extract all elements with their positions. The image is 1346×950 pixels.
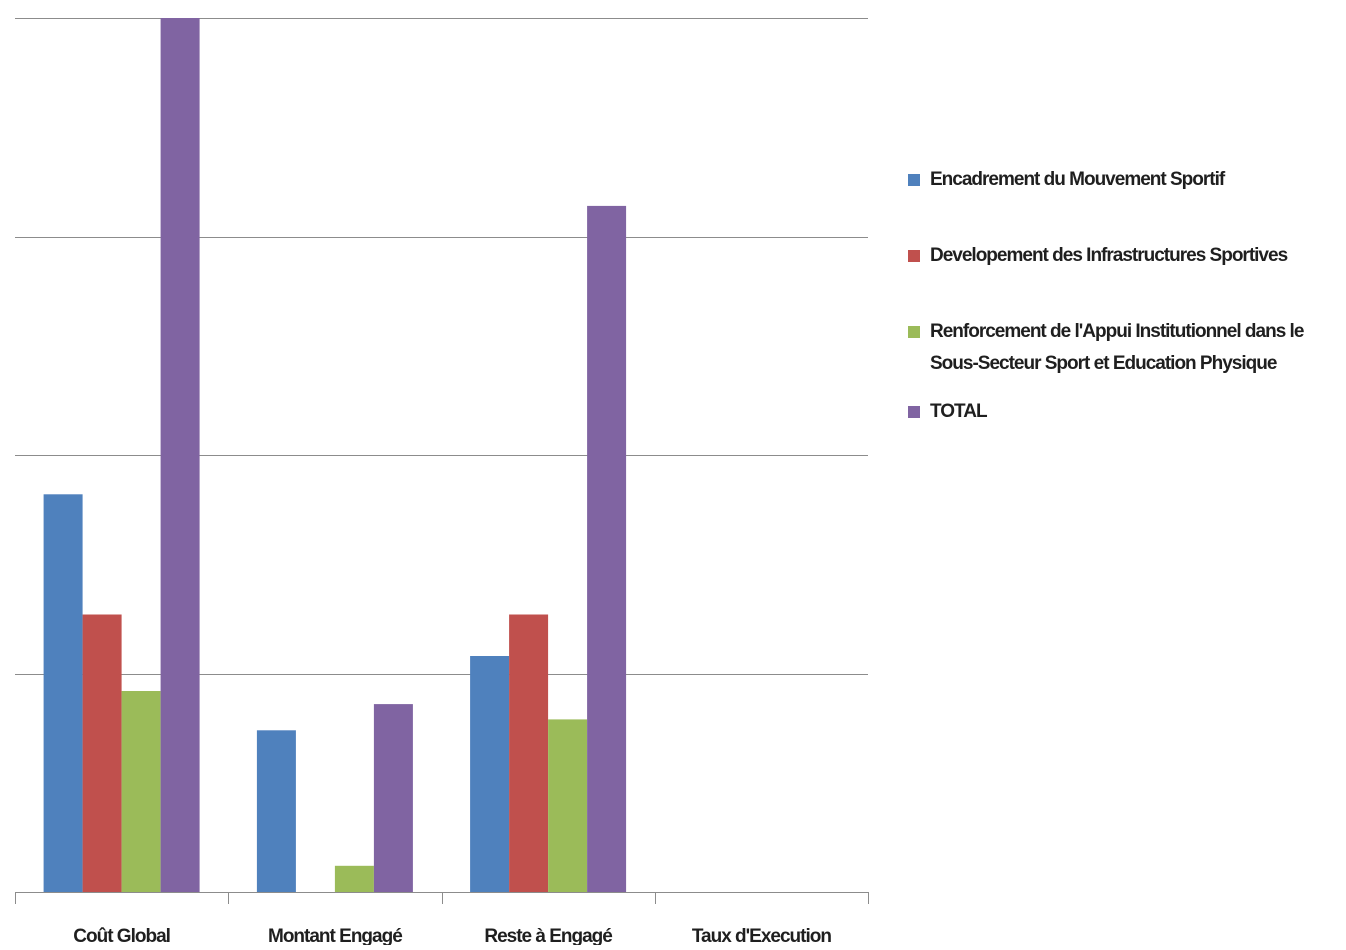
gridlines: [15, 18, 868, 675]
legend-swatch-encadrement: [908, 174, 920, 186]
legend-swatch-renforcement: [908, 326, 920, 338]
legend-label-encadrement: Encadrement du Mouvement Sportif: [930, 169, 1225, 190]
category-label: Coût Global: [73, 926, 170, 945]
bar-series-3-category-0: [160, 18, 200, 892]
x-axis: [15, 892, 869, 904]
bar-series-0-category-0: [43, 494, 83, 892]
legend-item-renforcement: Renforcement de l'Appui Institutionnel d…: [908, 316, 1344, 380]
bar-series-3-category-1: [373, 704, 413, 892]
bar-series-0-category-2: [470, 656, 510, 892]
bar-series-2-category-1: [334, 865, 374, 892]
category-label: Montant Engagé: [268, 926, 402, 945]
legend-item-infrastructures: Developement des Infrastructures Sportiv…: [908, 240, 1344, 272]
legend: Encadrement du Mouvement Sportif Develop…: [908, 164, 1344, 428]
legend-label-total: TOTAL: [930, 401, 988, 422]
bar-series-2-category-2: [548, 719, 588, 892]
category-label: Taux d'Execution: [692, 926, 832, 945]
legend-label-renforcement: Renforcement de l'Appui Institutionnel d…: [930, 321, 1304, 374]
legend-swatch-infrastructures: [908, 250, 920, 262]
legend-swatch-total: [908, 406, 920, 418]
category-labels: Coût Global Montant Engagé Reste à Engagé T…: [73, 926, 832, 947]
bar-series-1-category-2: [509, 614, 549, 892]
bar-series-1-category-0: [82, 614, 122, 892]
category-label: Reste à Engagé: [484, 926, 612, 945]
bar-series-3-category-2: [587, 205, 627, 892]
bar-series-2-category-0: [121, 691, 161, 892]
bars: [43, 18, 627, 892]
bar-series-0-category-1: [256, 730, 296, 892]
legend-item-encadrement: Encadrement du Mouvement Sportif: [908, 164, 1344, 196]
legend-label-infrastructures: Developement des Infrastructures Sportiv…: [930, 245, 1288, 266]
legend-item-total: TOTAL: [908, 396, 1344, 428]
